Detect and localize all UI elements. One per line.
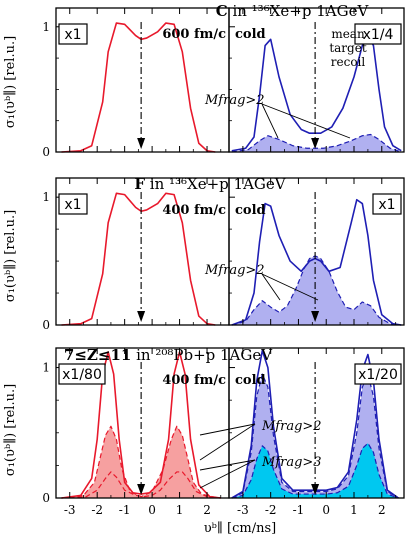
row-title-3-in: in xyxy=(131,346,155,364)
mfrag2-label-1: Mfrag>2 xyxy=(204,93,265,108)
row-title-2-ion: F xyxy=(134,175,145,193)
x-tick-label: 2 xyxy=(378,503,386,517)
series-fill-1 xyxy=(61,426,221,498)
panel-frame xyxy=(228,347,405,499)
scale-box xyxy=(372,193,402,215)
panel-F-cold: x1 xyxy=(228,177,405,326)
series-line-0 xyxy=(231,34,402,152)
recoil-arrow xyxy=(137,484,146,495)
row-title-2: F in ¹³⁶Xe+p 1AGeV xyxy=(134,175,286,193)
series-line-1 xyxy=(61,425,221,499)
row-title-3: 7≤Z≤11 in ²⁰⁸Pb+p 1AGeV xyxy=(64,346,273,364)
x-tick-label: -3 xyxy=(237,503,249,517)
time-label-3: 400 fm/c xyxy=(162,373,226,388)
mfrag2-label-2: Mfrag>2 xyxy=(204,263,265,278)
row-title-1-in: in xyxy=(228,2,252,20)
scale-box xyxy=(354,23,402,45)
recoil-arrow xyxy=(311,138,320,149)
x-axis-label: υᵇ∥ [cm/ns] xyxy=(204,521,276,536)
x-tick-label: -1 xyxy=(119,503,131,517)
x-tick-label: 1 xyxy=(350,503,358,517)
y-axis-label-row2: σ₁(υᵇ∥) [rel.u.] xyxy=(3,210,18,302)
annotation-leader xyxy=(261,273,319,301)
x-tick-label: -2 xyxy=(91,503,103,517)
panel-C-cold: x1/4 xyxy=(228,7,405,153)
y-tick-label: 1 xyxy=(42,361,50,375)
recoil-arrow xyxy=(311,311,320,322)
annotation-leader xyxy=(199,423,256,436)
x-tick-label: -2 xyxy=(265,503,277,517)
series-line-0 xyxy=(61,22,216,153)
row-title-1: C in ¹³⁶Xe+p 1AGeV xyxy=(216,2,370,20)
panel-F-x1: 0 1 x1 xyxy=(42,177,230,332)
mfrag3-label: Mfrag>3 xyxy=(261,455,322,470)
series-fill-2 xyxy=(231,443,399,498)
time-label-2: 400 fm/c xyxy=(162,203,226,218)
panel-Pb-cold: x1/20 xyxy=(228,347,405,499)
recoil-arrow xyxy=(137,138,146,149)
scale-label: x1/4 xyxy=(363,27,394,43)
scale-box xyxy=(58,193,88,215)
y-tick-label: 1 xyxy=(42,20,50,34)
x-tick-label: 1 xyxy=(176,503,184,517)
x-tick-label: 2 xyxy=(203,503,211,517)
recoil-label-line3: recoil xyxy=(331,55,366,69)
series-line-0 xyxy=(231,198,402,326)
x-tick-label: -1 xyxy=(293,503,305,517)
annotation-leader xyxy=(261,103,279,139)
row-title-1-reaction: ¹³⁶Xe+p 1AGeV xyxy=(252,2,370,20)
row-title-2-reaction: ¹³⁶Xe+p 1AGeV xyxy=(169,175,287,193)
cold-label-3: cold xyxy=(235,373,266,388)
annotation-leader xyxy=(199,459,256,471)
scale-box xyxy=(58,23,88,45)
scale-box xyxy=(58,363,106,385)
annotation-leader xyxy=(261,103,351,139)
series-line-1 xyxy=(231,133,402,153)
annotation-leader xyxy=(261,273,281,301)
scale-box xyxy=(354,363,402,385)
row-title-3-ion: 7≤Z≤11 xyxy=(64,346,131,364)
recoil-label-line2: target xyxy=(329,41,366,55)
recoil-arrow xyxy=(311,484,320,495)
annotation-leader xyxy=(199,459,256,489)
scale-label: x1 xyxy=(64,27,81,43)
time-label-1: 600 fm/c xyxy=(162,27,226,42)
y-axis-label-row3: σ₁(υᵇ∥) [rel.u.] xyxy=(3,384,18,476)
scale-label: x1/20 xyxy=(358,367,398,383)
cold-label-2: cold xyxy=(235,203,266,218)
recoil-label-line1: mean xyxy=(331,27,365,41)
panel-Pb-x1/80: 0 1 x1/80 xyxy=(42,347,230,505)
y-tick-label: 0 xyxy=(42,491,50,505)
mfrag2-label-3: Mfrag>2 xyxy=(261,419,322,434)
panel-frame xyxy=(228,177,405,326)
series-fill-1 xyxy=(231,134,402,152)
annotation-leader xyxy=(199,423,256,461)
recoil-arrow xyxy=(137,311,146,322)
y-axis-label-row1: σ₁(υᵇ∥) [rel.u.] xyxy=(3,36,18,128)
scale-label: x1 xyxy=(64,197,81,213)
row-title-3-reaction: ²⁰⁸Pb+p 1AGeV xyxy=(155,346,273,364)
cold-label-1: cold xyxy=(235,27,266,42)
series-line-0 xyxy=(61,192,216,326)
panels-layer: 0 1 x1 x1/4 0 1 x1 x1 0 1 x1/80 x1/20 -3 -2 -1 0 1 2 -3 -2 -… xyxy=(42,7,405,517)
scale-label: x1/80 xyxy=(62,367,102,383)
row-title-2-in: in xyxy=(145,175,169,193)
series-fill-1 xyxy=(231,255,402,325)
series-line-2 xyxy=(61,471,221,499)
panel-frame xyxy=(228,7,405,153)
scale-label: x1 xyxy=(378,197,395,213)
row-title-1-ion: C xyxy=(216,2,228,20)
y-tick-label: 0 xyxy=(42,318,50,332)
x-tick-label: 0 xyxy=(148,503,156,517)
x-tick-label: 0 xyxy=(322,503,330,517)
y-tick-label: 1 xyxy=(42,190,50,204)
x-tick-label: -3 xyxy=(64,503,76,517)
y-tick-label: 0 xyxy=(42,145,50,159)
